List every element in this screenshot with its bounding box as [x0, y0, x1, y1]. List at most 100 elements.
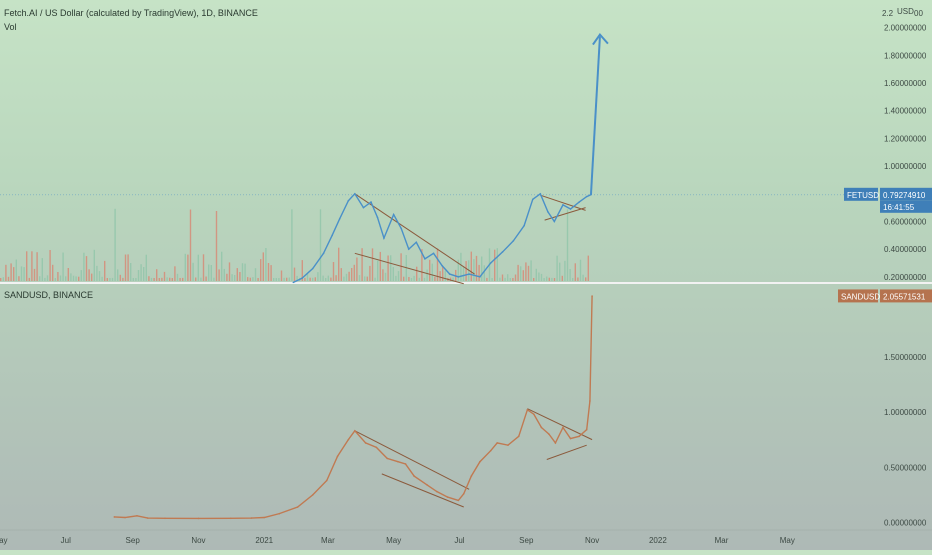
- sand-symbol-tag[interactable]: [838, 289, 878, 303]
- sand-data-point[interactable]: [569, 437, 572, 440]
- fet-data-point[interactable]: [400, 227, 402, 230]
- fet-data-point[interactable]: [301, 277, 303, 280]
- sand-data-point[interactable]: [479, 460, 481, 463]
- sand-price-tag[interactable]: [880, 289, 932, 303]
- sand-data-point[interactable]: [404, 463, 407, 465]
- sand-data-point[interactable]: [591, 295, 593, 297]
- fet-data-point[interactable]: [441, 264, 443, 267]
- fet-data-point[interactable]: [383, 237, 385, 239]
- sand-data-point[interactable]: [435, 490, 438, 493]
- sand-data-point[interactable]: [386, 457, 388, 460]
- fet-data-point[interactable]: [362, 206, 365, 209]
- sand-data-point[interactable]: [124, 516, 126, 519]
- fet-data-point[interactable]: [489, 262, 492, 264]
- sand-pane[interactable]: 0.00000000 0.50000000 1.00000000 1.50000000…: [113, 289, 932, 527]
- sand-data-point[interactable]: [507, 444, 509, 446]
- fet-data-point[interactable]: [457, 276, 460, 278]
- fet-data-point[interactable]: [523, 224, 525, 227]
- fet-data-point[interactable]: [468, 273, 470, 275]
- sand-data-point[interactable]: [585, 428, 588, 431]
- fet-data-point[interactable]: [376, 216, 379, 219]
- fet-data-point[interactable]: [338, 217, 341, 220]
- volume-bar: [182, 277, 184, 281]
- sand-trendline[interactable]: [381, 473, 464, 508]
- sand-data-point[interactable]: [347, 438, 350, 441]
- fet-symbol-tag[interactable]: [844, 187, 878, 201]
- fet-data-point[interactable]: [578, 201, 580, 203]
- sand-data-point[interactable]: [113, 516, 116, 518]
- sand-data-point[interactable]: [589, 400, 591, 402]
- sand-data-point[interactable]: [413, 475, 415, 477]
- fet-data-point[interactable]: [512, 240, 515, 242]
- fet-data-point[interactable]: [322, 252, 325, 255]
- fet-data-point[interactable]: [501, 251, 504, 253]
- sand-data-point[interactable]: [197, 517, 200, 520]
- sand-data-point[interactable]: [457, 499, 460, 502]
- volume-bar: [65, 276, 67, 281]
- sand-data-point[interactable]: [470, 475, 473, 477]
- sand-data-point[interactable]: [462, 492, 465, 495]
- sand-data-point[interactable]: [426, 484, 428, 486]
- sand-data-point[interactable]: [554, 442, 557, 444]
- fet-trendline[interactable]: [544, 207, 586, 221]
- fet-data-point[interactable]: [392, 213, 395, 216]
- fet-data-point[interactable]: [448, 273, 451, 275]
- fet-data-point[interactable]: [424, 258, 426, 260]
- sand-data-point[interactable]: [364, 442, 367, 444]
- fet-price-line[interactable]: [293, 192, 591, 284]
- sand-data-point[interactable]: [489, 449, 492, 452]
- fet-data-point[interactable]: [407, 248, 410, 250]
- sand-data-point[interactable]: [526, 409, 529, 411]
- fet-trendline[interactable]: [540, 194, 586, 211]
- sand-data-point[interactable]: [446, 496, 449, 498]
- fet-data-point[interactable]: [539, 192, 542, 195]
- sand-data-point[interactable]: [311, 494, 314, 496]
- fet-data-point[interactable]: [553, 220, 556, 223]
- sand-data-point[interactable]: [540, 426, 543, 429]
- sand-data-point[interactable]: [229, 517, 232, 520]
- sand-data-point[interactable]: [496, 442, 498, 444]
- sand-data-point[interactable]: [146, 517, 149, 519]
- sand-data-point[interactable]: [375, 446, 378, 449]
- sand-trendline[interactable]: [354, 430, 470, 490]
- fet-data-point[interactable]: [311, 267, 314, 270]
- sand-data-point[interactable]: [164, 517, 166, 520]
- sand-data-point[interactable]: [278, 512, 281, 515]
- sand-data-point[interactable]: [296, 506, 299, 508]
- fet-trendline[interactable]: [354, 252, 464, 285]
- fet-data-point[interactable]: [347, 199, 350, 202]
- sand-data-point[interactable]: [578, 435, 580, 438]
- fet-data-point[interactable]: [292, 281, 295, 284]
- sand-data-point[interactable]: [336, 455, 339, 458]
- fet-data-point[interactable]: [562, 204, 564, 206]
- sand-data-point[interactable]: [325, 479, 328, 482]
- fet-projection-arrow[interactable]: [589, 36, 601, 196]
- sand-data-point[interactable]: [136, 515, 138, 517]
- sand-data-point[interactable]: [548, 433, 550, 435]
- sand-data-point[interactable]: [562, 426, 564, 429]
- sand-data-point[interactable]: [354, 430, 356, 432]
- sand-data-point[interactable]: [533, 413, 535, 416]
- time-axis[interactable]: May Jul Sep Nov 2021 Mar May Jul Sep Nov 2022 Mar Ma…: [0, 529, 932, 545]
- sand-price-line[interactable]: [114, 296, 593, 520]
- fet-price-tag[interactable]: [880, 187, 932, 201]
- volume-bar: [343, 276, 345, 281]
- sand-data-point[interactable]: [517, 435, 520, 438]
- sand-data-point[interactable]: [397, 460, 399, 463]
- fet-data-point[interactable]: [585, 195, 588, 198]
- fet-data-point[interactable]: [547, 210, 549, 213]
- fet-data-point[interactable]: [569, 208, 572, 210]
- fet-data-point[interactable]: [432, 252, 435, 255]
- fet-data-point[interactable]: [331, 234, 333, 237]
- fet-trendline[interactable]: [354, 193, 475, 275]
- fet-data-point[interactable]: [354, 192, 356, 195]
- sand-data-point[interactable]: [263, 516, 266, 519]
- fet-data-point[interactable]: [531, 198, 534, 201]
- fet-pane[interactable]: 0.200000000.400000000.600000000.80000000…: [0, 7, 932, 285]
- sand-data-point[interactable]: [250, 517, 253, 519]
- fet-data-point[interactable]: [415, 241, 418, 244]
- fet-data-point[interactable]: [370, 201, 372, 203]
- sand-trendline[interactable]: [546, 444, 587, 460]
- fet-data-point[interactable]: [479, 276, 481, 278]
